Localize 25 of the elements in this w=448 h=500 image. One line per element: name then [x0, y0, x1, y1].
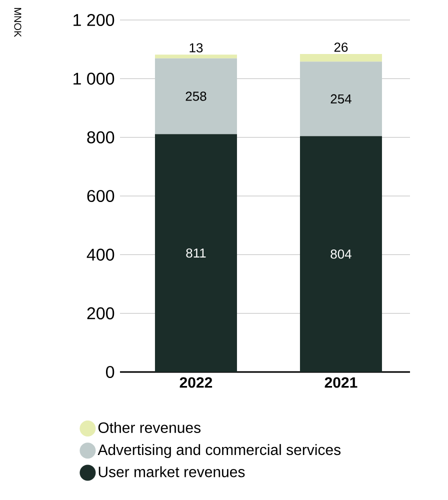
bar [154, 134, 237, 372]
y-tick-label: 1 200 [74, 14, 114, 26]
y-tick-label: 800 [87, 131, 114, 144]
x-tick-label: 2021 [324, 377, 358, 388]
y-tick-label: 200 [87, 307, 114, 320]
y-tick-label: 600 [87, 190, 114, 202]
bar [300, 54, 382, 62]
x-tick-label: 2022 [180, 377, 212, 388]
data-label: 804 [330, 249, 352, 259]
legend-label: Other revenues [98, 422, 201, 433]
bar [300, 62, 382, 136]
data-label: 13 [190, 43, 203, 52]
bar [154, 58, 237, 134]
y-tick-label: 1 000 [74, 72, 114, 85]
data-label: 254 [330, 94, 352, 104]
y-tick-label: 400 [86, 248, 114, 261]
legend-label: Advertising and commercial services [98, 444, 341, 458]
bar [154, 54, 237, 58]
legend-label: User market revenues [98, 466, 245, 478]
data-label: 258 [186, 92, 206, 101]
data-label: 26 [334, 42, 348, 52]
bar [300, 136, 382, 372]
data-label: 811 [186, 248, 206, 258]
text: MNOK [14, 8, 22, 38]
y-tick-label: 0 [106, 366, 114, 378]
